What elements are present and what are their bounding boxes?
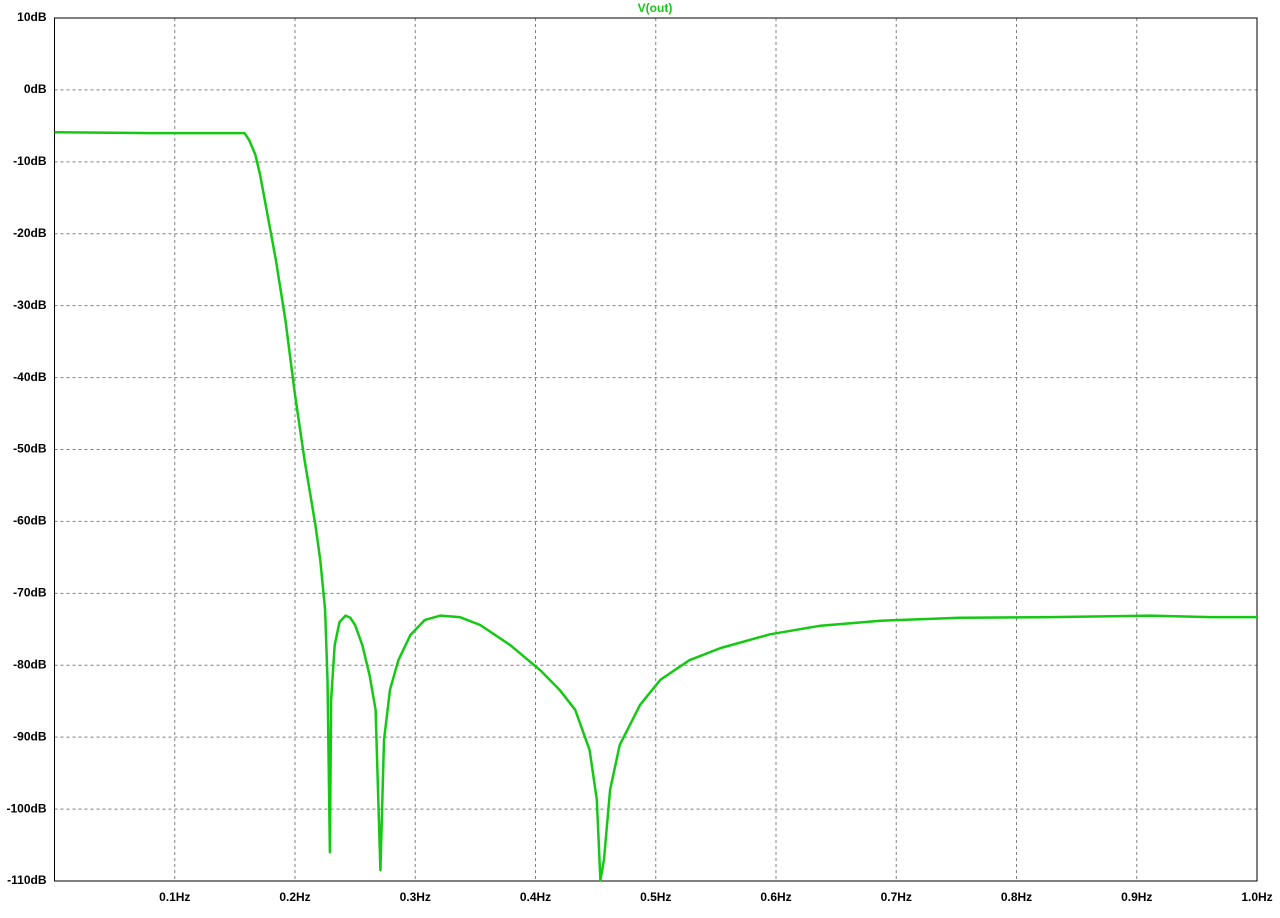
y-tick-label: -100dB — [6, 801, 46, 815]
y-tick-label: -40dB — [13, 370, 47, 384]
y-tick-label: -10dB — [13, 154, 47, 168]
y-tick-label: -20dB — [13, 226, 47, 240]
x-tick-label: 0.7Hz — [881, 890, 912, 904]
trace-title: V(out) — [638, 1, 673, 15]
y-tick-label: 10dB — [17, 10, 47, 24]
y-tick-label: 0dB — [24, 82, 47, 96]
y-tick-label: -70dB — [13, 586, 47, 600]
y-tick-label: -90dB — [13, 729, 47, 743]
x-tick-label: 0.2Hz — [279, 890, 310, 904]
x-tick-label: 0.6Hz — [760, 890, 791, 904]
y-tick-label: -80dB — [13, 657, 47, 671]
x-tick-label: 0.9Hz — [1121, 890, 1152, 904]
x-tick-label: 0.1Hz — [159, 890, 190, 904]
plot-frame — [54, 17, 1258, 882]
y-tick-label: -30dB — [13, 298, 47, 312]
trace-line — [54, 131, 1257, 882]
x-tick-label: 1.0Hz — [1241, 890, 1272, 904]
y-tick-label: -110dB — [7, 873, 47, 887]
y-tick-label: -50dB — [13, 442, 47, 456]
x-tick-label: 0.3Hz — [400, 890, 431, 904]
x-tick-label: 0.8Hz — [1001, 890, 1032, 904]
y-tick-label: -60dB — [13, 514, 47, 528]
x-tick-label: 0.5Hz — [640, 890, 671, 904]
x-tick-label: 0.4Hz — [520, 890, 551, 904]
